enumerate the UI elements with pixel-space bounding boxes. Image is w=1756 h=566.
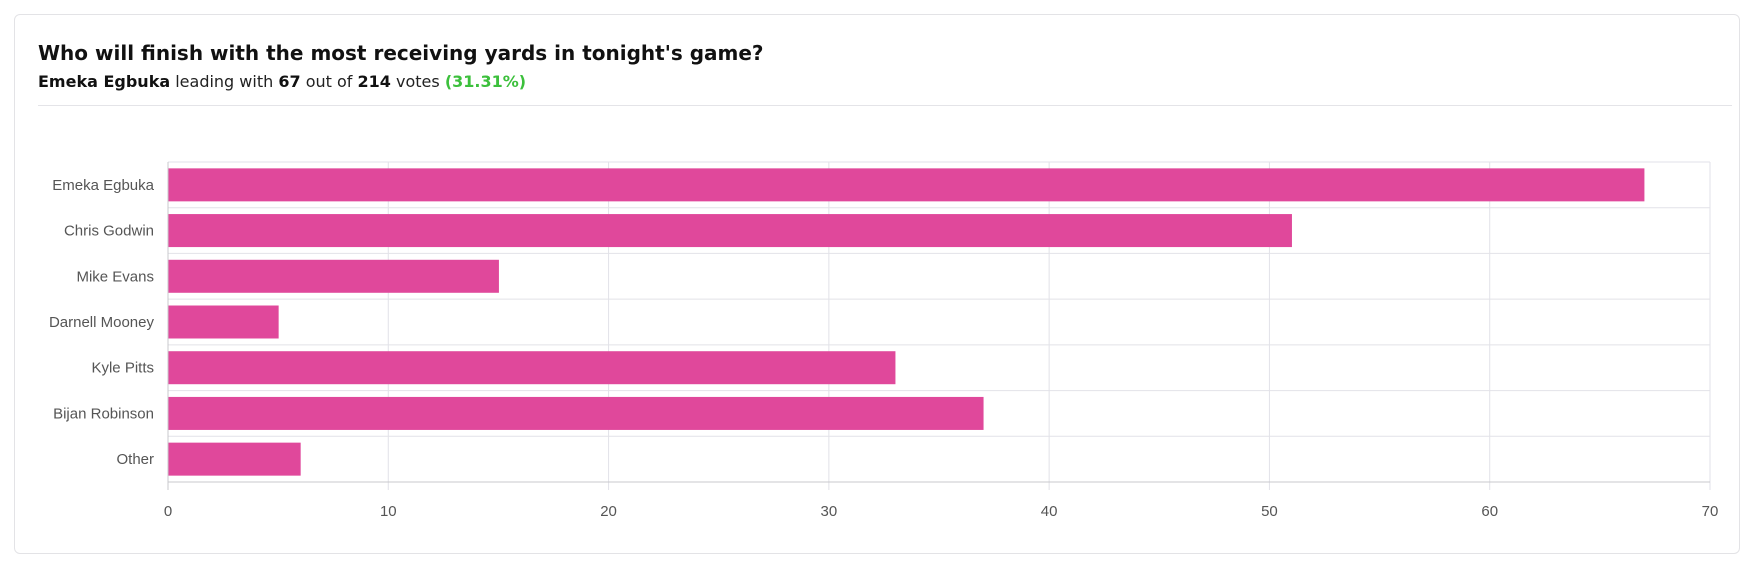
category-label: Kyle Pitts [91,360,154,377]
poll-title: Who will finish with the most receiving … [38,41,764,65]
leader-votes: 67 [278,72,301,91]
x-tick-label: 70 [1702,503,1719,520]
category-label: Emeka Egbuka [52,177,154,194]
category-label: Darnell Mooney [49,314,155,331]
bar [168,168,1645,202]
leader-name: Emeka Egbuka [38,72,171,91]
out-of-text: out of [305,72,353,91]
bar [168,214,1292,248]
total-votes: 214 [357,72,391,91]
x-tick-label: 20 [600,503,617,520]
leading-with-text: leading with [175,72,274,91]
category-label: Mike Evans [76,268,154,285]
poll-header: Who will finish with the most receiving … [38,40,1732,94]
category-label: Bijan Robinson [53,405,154,422]
bar [168,396,984,430]
x-tick-label: 60 [1481,503,1498,520]
bar [168,259,499,293]
header-divider [38,105,1732,106]
votes-text: votes [396,72,440,91]
bar [168,305,279,339]
x-tick-label: 0 [164,503,172,520]
bar [168,351,896,385]
category-label: Chris Godwin [64,223,154,240]
category-label: Other [116,451,154,468]
x-tick-label: 30 [821,503,838,520]
leader-percent: (31.31%) [444,72,527,91]
x-tick-label: 10 [380,503,397,520]
poll-summary: Emeka Egbuka leading with 67 out of 214 … [38,70,1732,94]
x-tick-label: 50 [1261,503,1278,520]
bar [168,442,301,476]
x-tick-label: 40 [1041,503,1058,520]
